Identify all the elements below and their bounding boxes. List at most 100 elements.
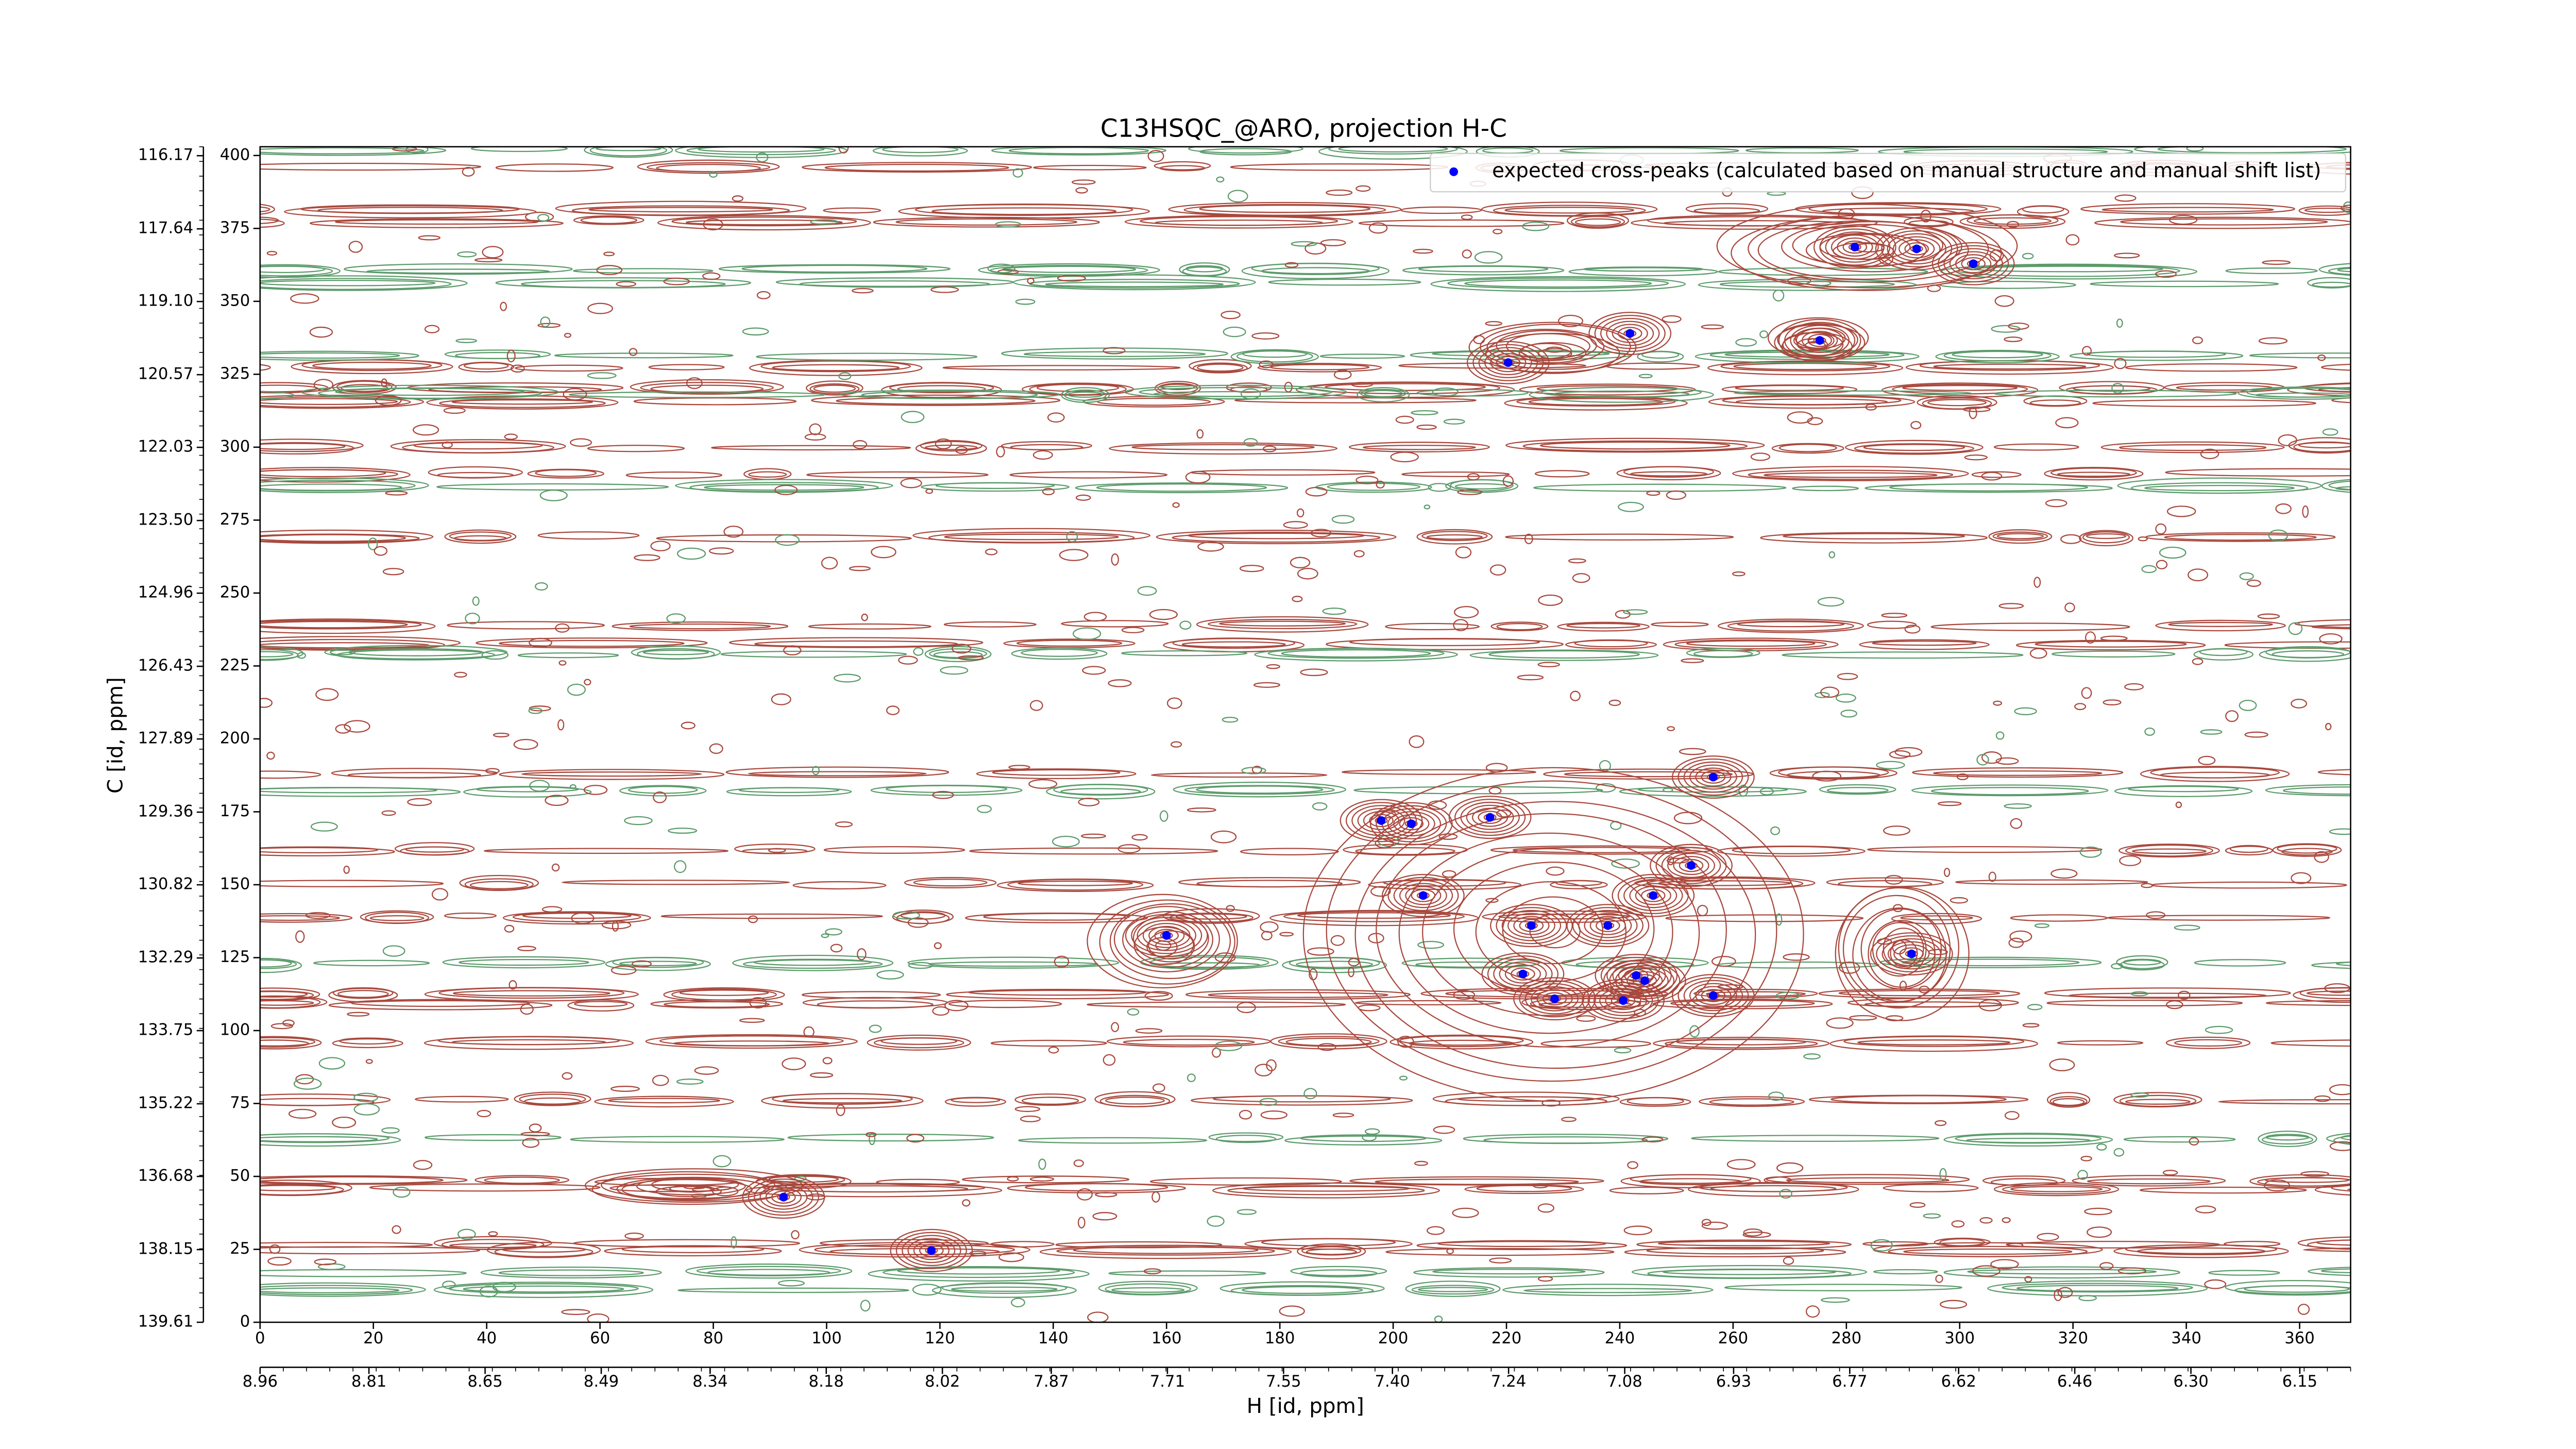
contour — [1768, 1091, 1784, 1101]
contour — [1596, 783, 1616, 793]
contour — [1278, 1036, 1380, 1047]
contour — [1623, 609, 1648, 615]
contour — [760, 360, 911, 373]
y2-tick-label: 135.22 — [138, 1094, 194, 1113]
contour — [1193, 362, 1248, 374]
contour — [2264, 1179, 2290, 1192]
cross-peak-point — [1815, 336, 1824, 345]
contour — [493, 732, 510, 738]
contour — [1008, 765, 1030, 770]
contour — [1080, 833, 1106, 839]
cross-peak-point — [1640, 976, 1649, 985]
contour — [1469, 649, 1659, 661]
contour — [1016, 639, 1123, 647]
contour — [1920, 209, 1931, 223]
contour — [558, 660, 567, 666]
x2-tick-label: 8.02 — [925, 1372, 960, 1391]
contour — [260, 1036, 322, 1050]
contour — [946, 989, 1170, 1000]
contour — [1570, 215, 1625, 228]
contour — [1576, 1015, 1596, 1022]
contour — [2099, 1262, 2114, 1270]
contour — [1679, 858, 1704, 872]
contour — [1533, 483, 1787, 492]
y2-tick-label: 116.17 — [138, 146, 194, 164]
contour — [604, 1245, 782, 1257]
contour — [583, 785, 608, 795]
contour — [1363, 445, 1476, 450]
contour — [305, 912, 331, 919]
contour — [260, 350, 419, 361]
contour — [2114, 785, 2253, 797]
contour — [742, 1175, 825, 1219]
contour — [1513, 916, 1550, 935]
contour — [2307, 277, 2351, 289]
contour — [1875, 227, 1958, 271]
contour — [2156, 560, 2168, 569]
contour — [1351, 382, 1373, 387]
contour — [486, 1241, 601, 1258]
contour — [985, 548, 998, 555]
contour — [1046, 783, 1156, 800]
y-tick-label: 300 — [220, 437, 250, 456]
contour — [1697, 904, 1708, 917]
contour — [442, 956, 605, 969]
contour — [2200, 729, 2223, 735]
contour — [337, 990, 389, 998]
contour — [2007, 221, 2020, 228]
contour — [1870, 932, 1953, 976]
x2-tick-label: 7.24 — [1491, 1372, 1526, 1391]
contour — [659, 1035, 844, 1047]
contour — [260, 147, 425, 155]
contour — [1478, 347, 1538, 378]
contour — [1077, 1188, 1093, 1201]
contour — [2080, 203, 2295, 215]
contour — [1348, 442, 1490, 453]
contour — [1411, 889, 1436, 902]
contour — [1189, 359, 1252, 373]
contour — [748, 1178, 819, 1216]
contour — [642, 649, 709, 655]
contour — [260, 275, 468, 291]
contour — [1066, 531, 1078, 543]
contour — [570, 1136, 785, 1143]
contour — [260, 280, 436, 287]
contour — [709, 171, 718, 178]
contour — [1881, 613, 1908, 618]
contour — [1513, 977, 1596, 1021]
contour — [1979, 1217, 1993, 1224]
contour — [754, 640, 958, 648]
contour — [1399, 1035, 1524, 1046]
contour — [1300, 668, 1328, 677]
contour — [2259, 647, 2351, 662]
contour — [2054, 1289, 2062, 1302]
contour — [309, 218, 564, 228]
contour — [1735, 338, 1757, 347]
contour — [2113, 1244, 2289, 1258]
contour — [1432, 387, 1459, 397]
contour — [584, 146, 673, 158]
contour — [2275, 503, 2292, 514]
contour — [1976, 754, 1989, 766]
contour — [731, 1236, 737, 1249]
contour — [353, 1103, 380, 1116]
contour — [1330, 935, 1345, 946]
contour — [424, 325, 440, 333]
contour — [1472, 807, 1509, 827]
contour — [260, 915, 340, 921]
contour — [260, 1269, 467, 1277]
contour — [867, 1034, 971, 1051]
contour — [1317, 1043, 1336, 1051]
contour — [955, 446, 968, 454]
contour — [1626, 971, 1663, 990]
contour — [1197, 542, 1224, 552]
contour — [1096, 483, 1267, 492]
contour — [297, 652, 306, 659]
contour — [1689, 764, 1737, 790]
contour — [1940, 1300, 1968, 1309]
contour — [1854, 443, 1974, 454]
contour — [1631, 216, 1878, 230]
contour — [260, 204, 275, 215]
contour — [1083, 612, 1107, 622]
contour — [540, 316, 551, 327]
